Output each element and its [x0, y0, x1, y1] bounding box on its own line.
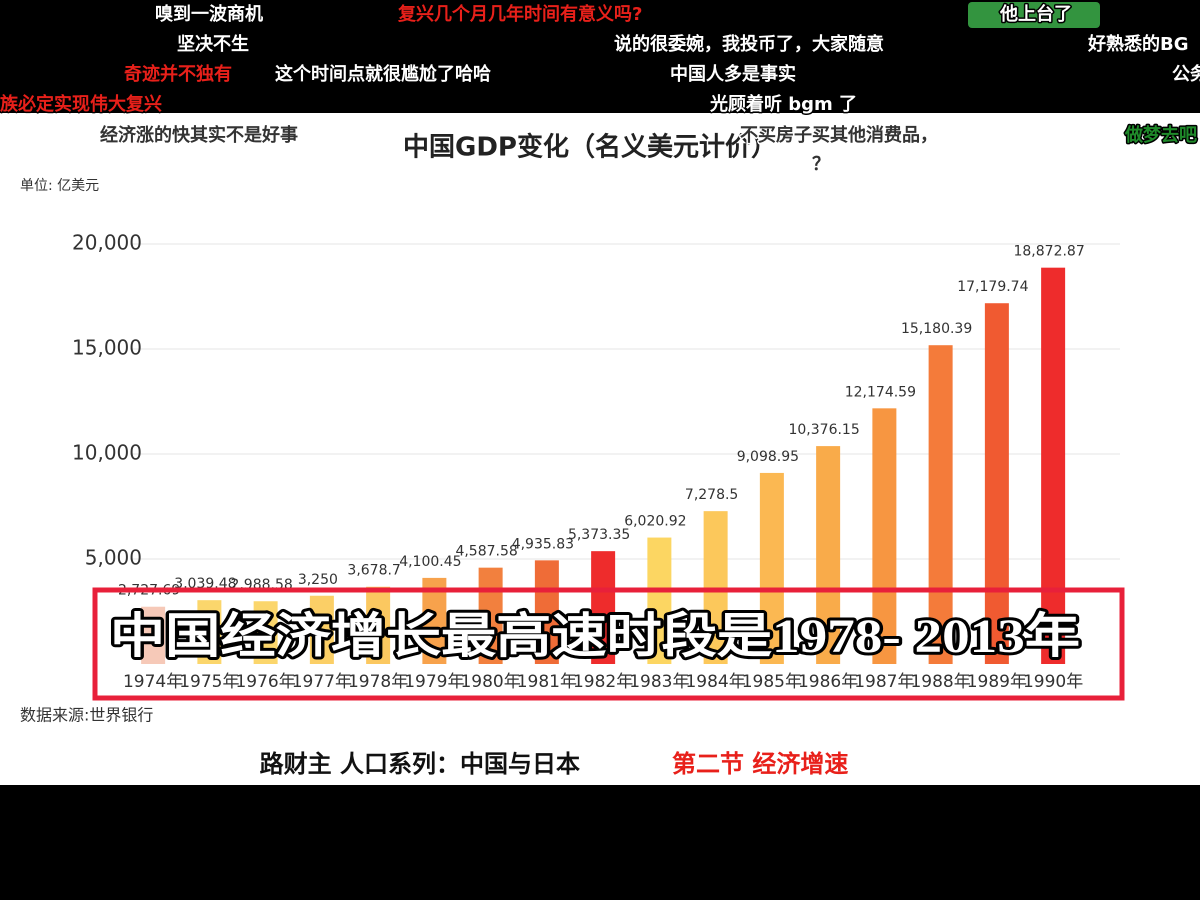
value-label: 4,587.58 — [455, 544, 517, 560]
value-label: 10,376.15 — [788, 422, 859, 438]
bar — [591, 551, 616, 664]
x-tick-label: 1986年 — [798, 672, 858, 692]
x-tick-label: 1980年 — [460, 672, 520, 692]
caption: 路财主 人口系列：中国与日本 — [260, 750, 580, 778]
bar — [816, 446, 841, 664]
danmaku: 复兴几个月几年时间有意义吗? — [397, 3, 642, 25]
danmaku: 好熟悉的BG — [1087, 33, 1189, 55]
value-label: 4,100.45 — [399, 554, 461, 570]
chart-title: 中国GDP变化（名义美元计价） — [403, 132, 777, 163]
bar — [141, 606, 166, 664]
x-tick-label: 1983年 — [629, 672, 689, 692]
bar — [478, 567, 503, 664]
x-tick-label: 1981年 — [517, 672, 577, 692]
x-tick-label: 1974年 — [123, 672, 183, 692]
value-label: 9,098.95 — [737, 449, 799, 465]
danmaku: 坚决不生 — [177, 33, 249, 55]
bar — [647, 537, 672, 664]
value-label: 17,179.74 — [957, 279, 1028, 295]
y-tick-label: 15,000 — [72, 336, 142, 360]
value-label: 12,174.59 — [845, 384, 916, 400]
bar — [366, 586, 391, 664]
value-label: 15,180.39 — [901, 321, 972, 337]
value-label: 3,250 — [298, 572, 338, 588]
source: 数据来源:世界银行 — [20, 706, 153, 725]
unit-label: 单位: 亿美元 — [20, 178, 99, 194]
x-tick-label: 1987年 — [854, 672, 914, 692]
danmaku: ？ — [812, 154, 830, 175]
danmaku: 经济涨的快其实不是好事 — [100, 124, 298, 146]
danmaku: 做梦去吧 — [1124, 124, 1197, 146]
y-tick-label: 20,000 — [72, 231, 142, 255]
x-tick-label: 1982年 — [573, 672, 633, 692]
danmaku-badge — [968, 2, 1100, 28]
x-tick-label: 1979年 — [404, 672, 464, 692]
danmaku: 这个时间点就很尴尬了哈哈 — [275, 63, 491, 85]
x-tick-label: 1976年 — [235, 672, 295, 692]
bar — [534, 560, 559, 664]
x-tick-label: 1990年 — [1023, 672, 1083, 692]
value-label: 6,020.92 — [624, 514, 686, 530]
x-tick-label: 1988年 — [910, 672, 970, 692]
bar — [309, 595, 334, 664]
danmaku: 他上台了 — [999, 3, 1072, 25]
danmaku: 奇迹并不独有 — [124, 63, 232, 85]
danmaku: 说的很委婉，我投币了，大家随意 — [614, 33, 884, 55]
bar — [253, 601, 278, 664]
danmaku: 中国人多是事实 — [670, 63, 796, 85]
caption-highlight: 第二节 经济增速 — [672, 750, 848, 778]
y-tick-label: 5,000 — [85, 546, 142, 570]
bar — [759, 472, 784, 664]
subtitle-box — [92, 587, 1125, 701]
danmaku: 光顾着听 bgm 了 — [709, 93, 857, 115]
plot: 5,00010,00015,00020,0002,727.691974年3,03… — [72, 231, 1120, 692]
x-tick-label: 1984年 — [685, 672, 745, 692]
x-tick-label: 1978年 — [348, 672, 408, 692]
y-tick-label: 10,000 — [72, 441, 142, 465]
value-label: 18,872.87 — [1013, 244, 1084, 260]
bar — [984, 303, 1009, 664]
x-tick-label: 1989年 — [967, 672, 1027, 692]
value-label: 4,935.83 — [512, 536, 574, 552]
danmaku: 公务 — [1172, 63, 1200, 85]
bar — [1041, 267, 1066, 664]
x-tick-label: 1975年 — [179, 672, 239, 692]
bar — [928, 345, 953, 664]
danmaku: 族必定实现伟大复兴 — [0, 93, 162, 115]
value-label: 3,678.7 — [347, 563, 400, 579]
value-label: 5,373.35 — [568, 527, 630, 543]
x-tick-label: 1977年 — [292, 672, 352, 692]
subtitle: 中国经济增长最高速时段是1978- 2013年 — [110, 610, 1080, 663]
x-tick-label: 1985年 — [742, 672, 802, 692]
danmaku: 嗅到一波商机 — [155, 3, 263, 25]
bar — [872, 408, 897, 664]
value-label: 7,278.5 — [685, 487, 738, 503]
bar — [197, 600, 222, 664]
danmaku: 不买房子买其他消费品， — [740, 124, 938, 146]
